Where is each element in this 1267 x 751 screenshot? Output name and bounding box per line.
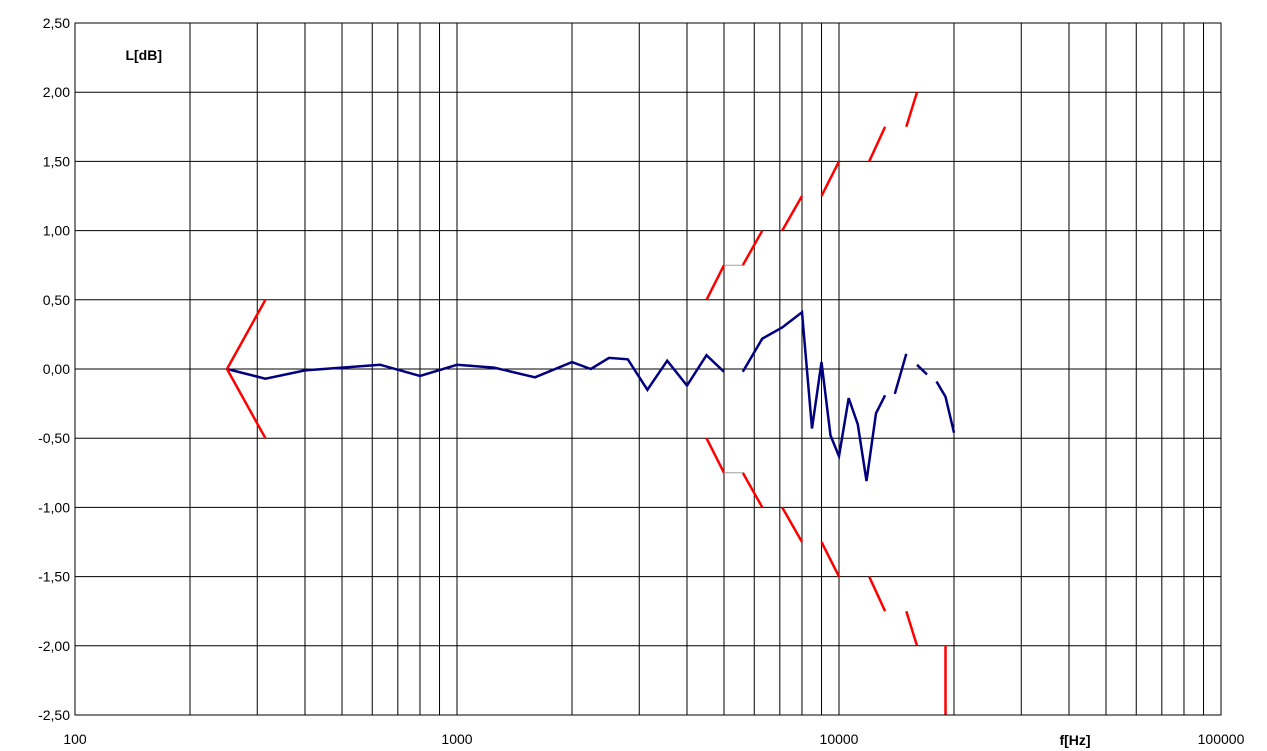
y-tick-label: 0,50: [43, 292, 70, 308]
series-line-segment: [225, 368, 267, 439]
y-tick-label: 2,00: [43, 84, 70, 100]
series-line-segment: [741, 472, 764, 509]
y-tick-label: 2,50: [43, 15, 70, 31]
x-axis-tick-labels: 100 1000 10000 100000: [63, 731, 1244, 747]
plot-series: [225, 91, 956, 715]
series-line-segment: [741, 309, 887, 482]
series-line-segment: [868, 576, 887, 612]
series-tolerance-step-connector: [724, 264, 743, 474]
series-tolerance-lower-high-frequency: [705, 437, 947, 715]
series-line-segment: [705, 437, 726, 474]
x-tick-label: 100: [63, 731, 87, 747]
y-tick-label: 1,00: [43, 223, 70, 239]
series-line-segment: [916, 363, 928, 376]
series-line-segment: [820, 160, 841, 197]
y-tick-label: -0,50: [38, 430, 70, 446]
series-tolerance-upper-high-frequency: [705, 91, 919, 301]
x-tick-label: 1000: [441, 731, 472, 747]
series-line-segment: [820, 541, 841, 578]
plot-frame: [74, 22, 1222, 716]
series-line-segment: [868, 126, 887, 162]
y-axis-title: L[dB]: [125, 47, 162, 63]
series-line-segment: [905, 91, 919, 128]
series-line-segment: [705, 264, 726, 301]
y-tick-label: -1,50: [38, 569, 70, 585]
series-tolerance-upper-low-frequency: [225, 299, 267, 370]
x-tick-label: 100000: [1198, 731, 1245, 747]
y-tick-label: 1,50: [43, 153, 70, 169]
series-line-segment: [935, 380, 956, 433]
series-measured-response: [226, 309, 956, 482]
y-axis-tick-labels: 2,50 2,00 1,50 1,00 0,50 0,00 -0,50 -1,00 -1,50 -…: [38, 15, 70, 723]
x-axis-title: f[Hz]: [1059, 732, 1090, 748]
y-tick-label: -2,50: [38, 707, 70, 723]
series-line-segment: [905, 610, 919, 647]
series-line-segment: [781, 195, 804, 232]
series-tolerance-lower-low-frequency: [225, 368, 267, 439]
grid: [75, 23, 1221, 715]
series-line-segment: [225, 299, 267, 370]
series-line-segment: [781, 506, 804, 543]
x-tick-label: 10000: [820, 731, 859, 747]
series-line-segment: [741, 229, 764, 266]
series-line-segment: [226, 353, 725, 393]
y-tick-label: -2,00: [38, 638, 70, 654]
y-tick-label: 0,00: [43, 361, 70, 377]
series-line-segment: [893, 353, 908, 395]
y-tick-label: -1,00: [38, 499, 70, 515]
